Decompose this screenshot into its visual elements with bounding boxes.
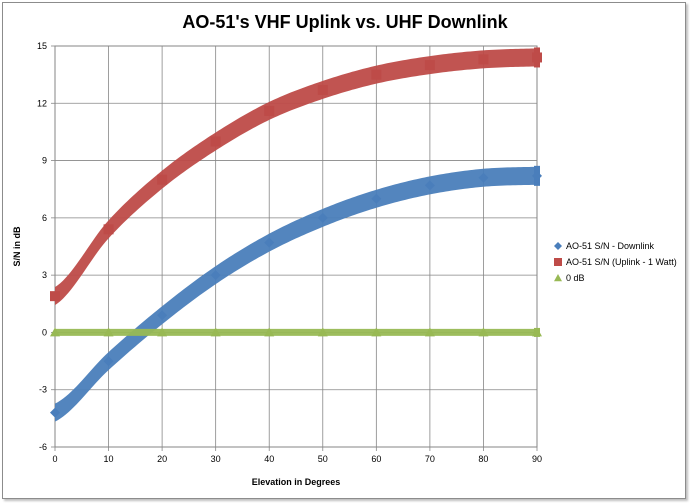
diamond-marker xyxy=(478,172,489,183)
y-axis-title: S/N in dB xyxy=(12,226,22,266)
x-tick-label: 10 xyxy=(104,454,114,464)
series-end-cap xyxy=(534,327,540,337)
y-tick-label: 3 xyxy=(42,270,47,280)
diamond-marker xyxy=(50,407,60,418)
y-tick-label: -6 xyxy=(39,442,47,452)
y-tick-label: 12 xyxy=(37,98,47,108)
y-tick-label: 0 xyxy=(42,327,47,337)
square-marker xyxy=(371,69,382,80)
legend-diamond-marker xyxy=(554,242,562,250)
diamond-marker xyxy=(317,212,328,223)
legend-square-marker xyxy=(554,258,562,266)
series-end-cap xyxy=(534,165,540,186)
triangle-marker xyxy=(157,327,168,337)
legend-item-2: AO-51 S/N (Uplink - 1 Watt) xyxy=(554,257,677,267)
legend-label: AO-51 S/N - Downlink xyxy=(566,241,655,251)
y-tick-label: -3 xyxy=(39,385,47,395)
triangle-marker xyxy=(50,327,60,337)
square-marker xyxy=(264,105,275,116)
triangle-marker xyxy=(264,327,275,337)
triangle-marker xyxy=(317,327,328,337)
triangle-marker xyxy=(103,327,114,337)
legend-item-1: AO-51 S/N - Downlink xyxy=(554,241,655,251)
triangle-marker xyxy=(210,327,221,337)
y-tick-label: 6 xyxy=(42,213,47,223)
y-tick-label: 15 xyxy=(37,41,47,51)
x-tick-label: 30 xyxy=(211,454,221,464)
series-2 xyxy=(50,47,542,306)
series-band xyxy=(55,48,537,306)
legend-triangle-marker xyxy=(554,274,562,282)
series-3 xyxy=(50,327,542,337)
square-marker xyxy=(317,84,328,95)
diamond-marker xyxy=(103,356,114,367)
triangle-marker xyxy=(478,327,489,337)
plot-area xyxy=(54,45,538,448)
diamond-marker xyxy=(264,237,275,248)
legend-item-3: 0 dB xyxy=(554,273,585,283)
x-axis-title: Elevation in Degrees xyxy=(252,477,341,487)
x-tick-label: 40 xyxy=(264,454,274,464)
diamond-marker xyxy=(210,270,221,281)
square-marker xyxy=(210,136,221,147)
legend-label: AO-51 S/N (Uplink - 1 Watt) xyxy=(566,257,677,267)
square-marker xyxy=(157,174,168,185)
x-tick-label: 20 xyxy=(157,454,167,464)
square-marker xyxy=(478,54,489,65)
triangle-marker xyxy=(424,327,435,337)
series-band xyxy=(55,328,537,336)
x-tick-label: 60 xyxy=(371,454,381,464)
series-1 xyxy=(50,165,542,422)
triangle-marker xyxy=(371,327,382,337)
x-tick-label: 0 xyxy=(52,454,57,464)
diamond-marker xyxy=(371,193,382,204)
x-tick-label: 50 xyxy=(318,454,328,464)
y-tick-label: 9 xyxy=(42,156,47,166)
x-tick-label: 80 xyxy=(478,454,488,464)
legend-label: 0 dB xyxy=(566,273,585,283)
diamond-marker xyxy=(424,180,435,191)
square-marker xyxy=(424,60,435,71)
chart-title: AO-51's VHF Uplink vs. UHF Downlink xyxy=(182,12,508,32)
x-tick-label: 70 xyxy=(425,454,435,464)
square-marker xyxy=(103,224,114,235)
series-end-cap xyxy=(534,47,540,68)
square-marker xyxy=(50,291,60,302)
diamond-marker xyxy=(157,310,168,321)
x-tick-label: 90 xyxy=(532,454,542,464)
